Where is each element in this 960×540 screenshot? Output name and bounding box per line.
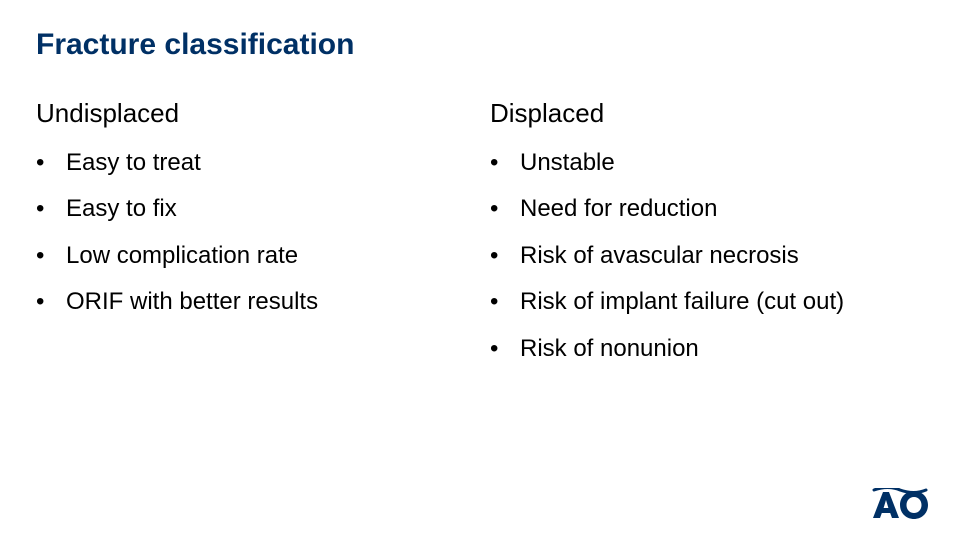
bullet-icon: • xyxy=(490,286,520,318)
list-item: • Risk of implant failure (cut out) xyxy=(490,286,924,318)
list-item: • Easy to treat xyxy=(36,147,470,179)
bullet-icon: • xyxy=(36,286,66,318)
bullet-list-left: • Easy to treat • Easy to fix • Low comp… xyxy=(36,147,470,319)
bullet-icon: • xyxy=(490,240,520,272)
list-item: • ORIF with better results xyxy=(36,286,470,318)
list-item-text: Low complication rate xyxy=(66,240,470,272)
column-heading-right: Displaced xyxy=(490,98,924,129)
list-item-text: Risk of avascular necrosis xyxy=(520,240,924,272)
list-item-text: Risk of implant failure (cut out) xyxy=(520,286,924,318)
list-item-text: Easy to treat xyxy=(66,147,470,179)
bullet-list-right: • Unstable • Need for reduction • Risk o… xyxy=(490,147,924,365)
page-title: Fracture classification xyxy=(36,28,924,62)
list-item: • Risk of avascular necrosis xyxy=(490,240,924,272)
list-item-text: Easy to fix xyxy=(66,193,470,225)
column-left: Undisplaced • Easy to treat • Easy to fi… xyxy=(36,98,470,379)
columns: Undisplaced • Easy to treat • Easy to fi… xyxy=(36,98,924,379)
bullet-icon: • xyxy=(490,147,520,179)
list-item: • Unstable xyxy=(490,147,924,179)
ao-logo-icon xyxy=(870,488,930,522)
list-item-text: Unstable xyxy=(520,147,924,179)
list-item-text: Risk of nonunion xyxy=(520,333,924,365)
bullet-icon: • xyxy=(36,193,66,225)
column-heading-left: Undisplaced xyxy=(36,98,470,129)
list-item: • Need for reduction xyxy=(490,193,924,225)
list-item: • Low complication rate xyxy=(36,240,470,272)
bullet-icon: • xyxy=(36,147,66,179)
list-item: • Easy to fix xyxy=(36,193,470,225)
column-right: Displaced • Unstable • Need for reductio… xyxy=(490,98,924,379)
list-item-text: Need for reduction xyxy=(520,193,924,225)
slide: Fracture classification Undisplaced • Ea… xyxy=(0,0,960,540)
list-item: • Risk of nonunion xyxy=(490,333,924,365)
list-item-text: ORIF with better results xyxy=(66,286,470,318)
bullet-icon: • xyxy=(490,193,520,225)
bullet-icon: • xyxy=(36,240,66,272)
bullet-icon: • xyxy=(490,333,520,365)
